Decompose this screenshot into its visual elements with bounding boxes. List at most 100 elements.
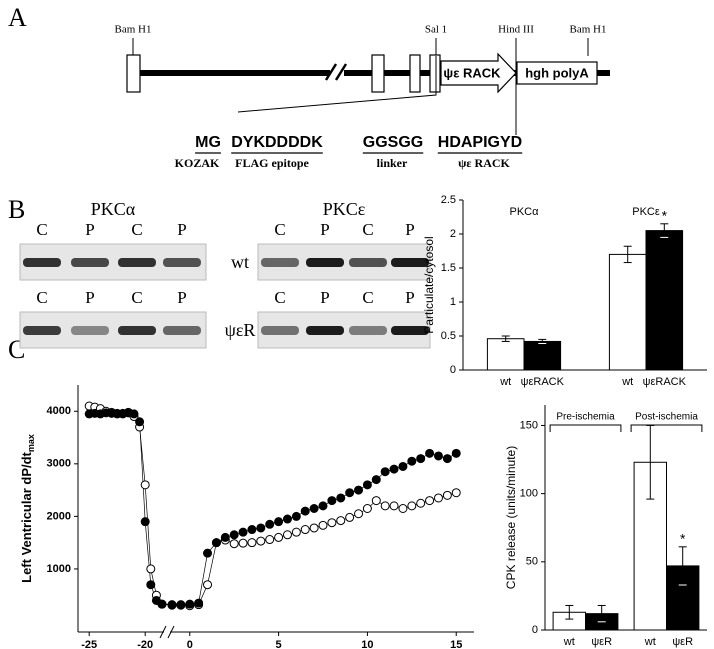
lane-label: P bbox=[177, 288, 186, 307]
point bbox=[300, 525, 310, 535]
point bbox=[247, 538, 257, 548]
significance-mark: * bbox=[662, 208, 668, 224]
x-tick-label: ψεRACK bbox=[521, 376, 565, 388]
point bbox=[256, 536, 266, 546]
lane-label: C bbox=[131, 220, 142, 239]
point bbox=[157, 599, 167, 609]
insert-arrow bbox=[440, 52, 517, 94]
sequence-label: ψε RACK bbox=[458, 156, 510, 170]
lane-label: P bbox=[85, 288, 94, 307]
sequence: MG bbox=[195, 134, 221, 151]
point bbox=[176, 600, 186, 610]
point bbox=[425, 496, 435, 506]
error-bar bbox=[501, 335, 510, 342]
point bbox=[135, 417, 145, 427]
band bbox=[23, 326, 61, 335]
x-tick-label: ψεR bbox=[672, 636, 693, 648]
error-bar bbox=[646, 424, 655, 500]
exon bbox=[409, 54, 421, 93]
point bbox=[274, 532, 284, 542]
y-tick-label: 3000 bbox=[47, 458, 71, 470]
point bbox=[282, 530, 292, 540]
band bbox=[261, 258, 299, 267]
x-tick-label: wt bbox=[563, 636, 575, 648]
error-bar bbox=[565, 604, 574, 620]
y-tick-label: 0.5 bbox=[441, 330, 456, 342]
site-label: Hind III bbox=[498, 24, 534, 36]
y-tick-label: 100 bbox=[520, 488, 538, 500]
point bbox=[300, 506, 310, 516]
axis-break bbox=[159, 625, 167, 639]
lane-label: C bbox=[274, 288, 285, 307]
lane-label: C bbox=[36, 288, 47, 307]
sequence-label: FLAG epitope bbox=[235, 156, 309, 170]
y-tick-label: 0 bbox=[450, 364, 456, 376]
sequence-label: linker bbox=[377, 156, 408, 170]
error-bar bbox=[538, 338, 547, 344]
point bbox=[247, 525, 257, 535]
lane-label: C bbox=[36, 220, 47, 239]
blot-title: PKCα bbox=[91, 199, 136, 219]
point bbox=[345, 512, 355, 522]
point bbox=[336, 493, 346, 503]
point bbox=[398, 504, 408, 513]
error-bar bbox=[597, 604, 606, 623]
y-tick-label: 4000 bbox=[47, 405, 71, 417]
break-mark bbox=[334, 63, 348, 81]
point bbox=[203, 548, 213, 558]
band bbox=[71, 258, 109, 267]
y-tick-label: 1000 bbox=[47, 563, 71, 575]
point bbox=[167, 600, 177, 610]
band bbox=[306, 258, 344, 267]
point bbox=[238, 527, 248, 537]
point bbox=[416, 454, 426, 464]
point bbox=[318, 520, 328, 530]
point bbox=[140, 517, 150, 527]
lane-label: C bbox=[274, 220, 285, 239]
site-label: Bam H1 bbox=[115, 24, 152, 36]
band bbox=[349, 258, 387, 267]
exon bbox=[371, 54, 385, 93]
panel-label: A bbox=[8, 3, 27, 32]
sequence: HDAPIGYD bbox=[438, 134, 522, 151]
point bbox=[291, 527, 301, 537]
axis-break bbox=[167, 625, 175, 639]
point bbox=[238, 538, 248, 548]
band bbox=[163, 258, 201, 267]
x-tick-label: -25 bbox=[81, 639, 97, 649]
x-tick-label: ψεRACK bbox=[643, 376, 687, 388]
point bbox=[194, 598, 204, 608]
lane-label: P bbox=[405, 288, 414, 307]
point bbox=[345, 488, 355, 498]
point bbox=[407, 456, 417, 466]
band bbox=[71, 326, 109, 335]
lane-label: P bbox=[320, 288, 329, 307]
polyA-box bbox=[516, 61, 598, 85]
y-axis-label: Left Ventricular dP/dtmax bbox=[19, 434, 36, 583]
bar bbox=[608, 253, 647, 371]
band bbox=[23, 258, 61, 267]
exon bbox=[126, 54, 141, 93]
point bbox=[354, 509, 364, 519]
point bbox=[146, 564, 156, 574]
point bbox=[433, 451, 443, 461]
point bbox=[203, 580, 213, 590]
point bbox=[371, 475, 381, 485]
group-label: Post-ischemia bbox=[635, 412, 698, 423]
point bbox=[380, 501, 390, 511]
significance-mark: * bbox=[680, 531, 686, 547]
point bbox=[274, 517, 284, 527]
point bbox=[389, 464, 399, 474]
x-tick-label: 5 bbox=[276, 639, 282, 649]
point bbox=[256, 523, 266, 533]
panel-label: B bbox=[8, 195, 25, 224]
band bbox=[118, 326, 156, 335]
point bbox=[185, 599, 195, 609]
point bbox=[380, 467, 390, 477]
row-label: wt bbox=[231, 252, 249, 272]
point bbox=[416, 498, 426, 508]
y-tick-label: 2 bbox=[450, 228, 456, 240]
point bbox=[362, 480, 372, 490]
band bbox=[391, 326, 429, 335]
